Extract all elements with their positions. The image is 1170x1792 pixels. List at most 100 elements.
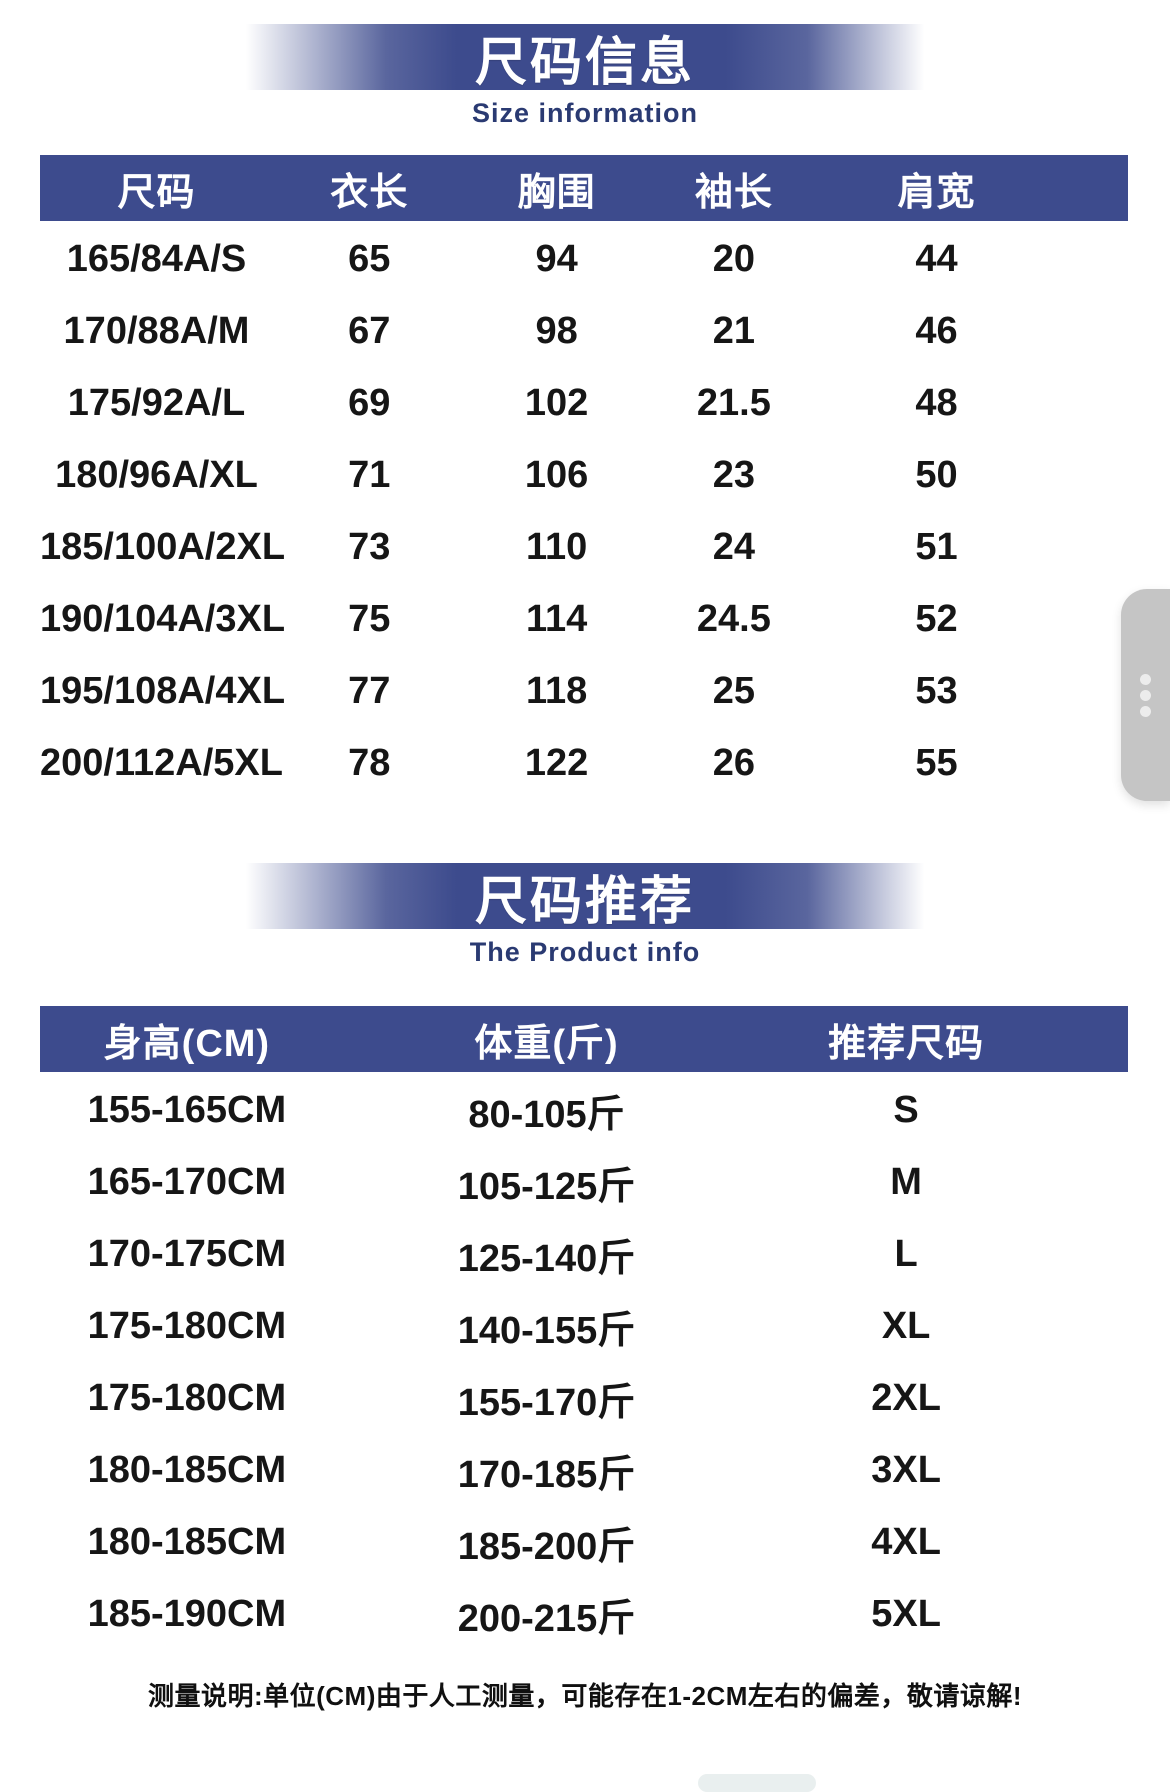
size-table: 尺码 衣长 胸围 袖长 肩宽 165/84A/S 65 94 20 44 170… [40, 155, 1128, 799]
height-cell: 170-175CM [87, 1232, 287, 1275]
size-info-subtitle: Size information [471, 98, 698, 128]
recommend-table-body: 155-165CM 80-105斤 S 165-170CM 105-125斤 M… [40, 1074, 1128, 1650]
size-cell: 165/84A/S [66, 237, 247, 280]
size-info-title-banner: 尺码信息 [0, 24, 1170, 92]
recommended-size-cell: 2XL [871, 1376, 941, 1419]
shoulder-cell: 50 [915, 453, 958, 496]
shoulder-cell: 53 [915, 669, 958, 712]
table-row: 180-185CM 185-200斤 4XL [40, 1506, 1128, 1578]
weight-cell: 140-155斤 [457, 1309, 636, 1352]
chest-cell: 106 [524, 453, 589, 496]
floating-side-handle[interactable] [1121, 589, 1170, 801]
table-row: 155-165CM 80-105斤 S [40, 1074, 1128, 1146]
size-cell: 170/88A/M [63, 309, 250, 352]
table-row: 170-175CM 125-140斤 L [40, 1218, 1128, 1290]
table-row: 165/84A/S 65 94 20 44 [40, 223, 1128, 295]
size-table-header-cell: 胸围 [517, 171, 596, 214]
length-cell: 73 [348, 525, 391, 568]
weight-cell: 170-185斤 [457, 1453, 636, 1496]
table-row: 190/104A/3XL 75 114 24.5 52 [40, 583, 1128, 655]
height-cell: 155-165CM [87, 1088, 287, 1131]
recommended-size-cell: L [894, 1232, 918, 1275]
size-cell: 195/108A/4XL [40, 669, 286, 712]
table-row: 180/96A/XL 71 106 23 50 [40, 439, 1128, 511]
shoulder-cell: 55 [915, 741, 958, 784]
chest-cell: 114 [525, 597, 588, 640]
table-row: 195/108A/4XL 77 118 25 53 [40, 655, 1128, 727]
size-cell: 190/104A/3XL [40, 597, 286, 640]
height-cell: 185-190CM [87, 1592, 287, 1635]
weight-cell: 80-105斤 [468, 1093, 625, 1136]
size-table-header-row: 尺码 衣长 胸围 袖长 肩宽 [40, 155, 1128, 221]
sleeve-cell: 23 [712, 453, 756, 496]
table-row: 170/88A/M 67 98 21 46 [40, 295, 1128, 367]
length-cell: 65 [348, 237, 391, 280]
table-row: 175/92A/L 69 102 21.5 48 [40, 367, 1128, 439]
chest-cell: 122 [524, 741, 589, 784]
table-row: 185-190CM 200-215斤 5XL [40, 1578, 1128, 1650]
sleeve-cell: 20 [712, 237, 756, 280]
table-row: 175-180CM 155-170斤 2XL [40, 1362, 1128, 1434]
recommend-subtitle: The Product info [469, 937, 701, 967]
size-table-header-cell: 肩宽 [897, 171, 976, 214]
size-cell: 180/96A/XL [55, 453, 258, 496]
more-dots-vertical-icon [1140, 705, 1151, 717]
chest-cell: 118 [525, 669, 588, 712]
size-table-header-cell: 衣长 [330, 171, 409, 214]
recommended-size-cell: M [890, 1160, 922, 1203]
next-block-peek [698, 1774, 816, 1792]
length-cell: 78 [348, 741, 391, 784]
recommend-title-banner: 尺码推荐 [0, 863, 1170, 931]
length-cell: 75 [348, 597, 391, 640]
more-dots-vertical-icon [1140, 673, 1151, 685]
length-cell: 67 [348, 309, 391, 352]
length-cell: 69 [348, 381, 391, 424]
size-cell: 175/92A/L [67, 381, 246, 424]
table-row: 185/100A/2XL 73 110 24 51 [40, 511, 1128, 583]
size-table-header-cell: 袖长 [694, 171, 773, 214]
shoulder-cell: 44 [915, 237, 958, 280]
shoulder-cell: 51 [915, 525, 958, 568]
recommend-table: 身高(CM) 体重(斤) 推荐尺码 155-165CM 80-105斤 S 16… [40, 1006, 1128, 1650]
measurement-note: 测量说明:单位(CM)由于人工测量，可能存在1-2CM左右的偏差，敬请谅解! [147, 1681, 1023, 1711]
chest-cell: 102 [524, 381, 589, 424]
sleeve-cell: 21 [712, 309, 756, 352]
table-row: 180-185CM 170-185斤 3XL [40, 1434, 1128, 1506]
recommended-size-cell: 4XL [871, 1520, 941, 1563]
recommend-table-header-cell: 体重(斤) [474, 1022, 619, 1065]
size-table-header-cell: 尺码 [117, 171, 196, 214]
length-cell: 71 [348, 453, 391, 496]
recommended-size-cell: S [893, 1088, 919, 1131]
height-cell: 180-185CM [87, 1520, 287, 1563]
recommended-size-cell: 5XL [871, 1592, 941, 1635]
height-cell: 180-185CM [87, 1448, 287, 1491]
height-cell: 165-170CM [87, 1160, 287, 1203]
sleeve-cell: 26 [712, 741, 756, 784]
weight-cell: 105-125斤 [457, 1165, 636, 1208]
height-cell: 175-180CM [87, 1304, 287, 1347]
recommend-title: 尺码推荐 [474, 872, 695, 931]
chest-cell: 94 [535, 237, 578, 280]
more-dots-vertical-icon [1140, 689, 1151, 701]
weight-cell: 125-140斤 [457, 1237, 636, 1280]
shoulder-cell: 52 [915, 597, 958, 640]
height-cell: 175-180CM [87, 1376, 287, 1419]
sleeve-cell: 24 [712, 525, 756, 568]
table-row: 175-180CM 140-155斤 XL [40, 1290, 1128, 1362]
size-cell: 200/112A/5XL [40, 741, 283, 784]
size-table-body: 165/84A/S 65 94 20 44 170/88A/M 67 98 21… [40, 223, 1128, 799]
sleeve-cell: 24.5 [696, 597, 771, 640]
chest-cell: 98 [535, 309, 578, 352]
recommended-size-cell: XL [881, 1304, 931, 1347]
weight-cell: 155-170斤 [457, 1381, 636, 1424]
recommended-size-cell: 3XL [871, 1448, 941, 1491]
size-cell: 185/100A/2XL [40, 525, 286, 568]
chest-cell: 110 [525, 525, 588, 568]
recommend-table-header-cell: 身高(CM) [103, 1022, 271, 1065]
sleeve-cell: 21.5 [696, 381, 771, 424]
sleeve-cell: 25 [712, 669, 756, 712]
table-row: 165-170CM 105-125斤 M [40, 1146, 1128, 1218]
size-info-title: 尺码信息 [474, 33, 695, 92]
shoulder-cell: 46 [915, 309, 958, 352]
length-cell: 77 [348, 669, 391, 712]
